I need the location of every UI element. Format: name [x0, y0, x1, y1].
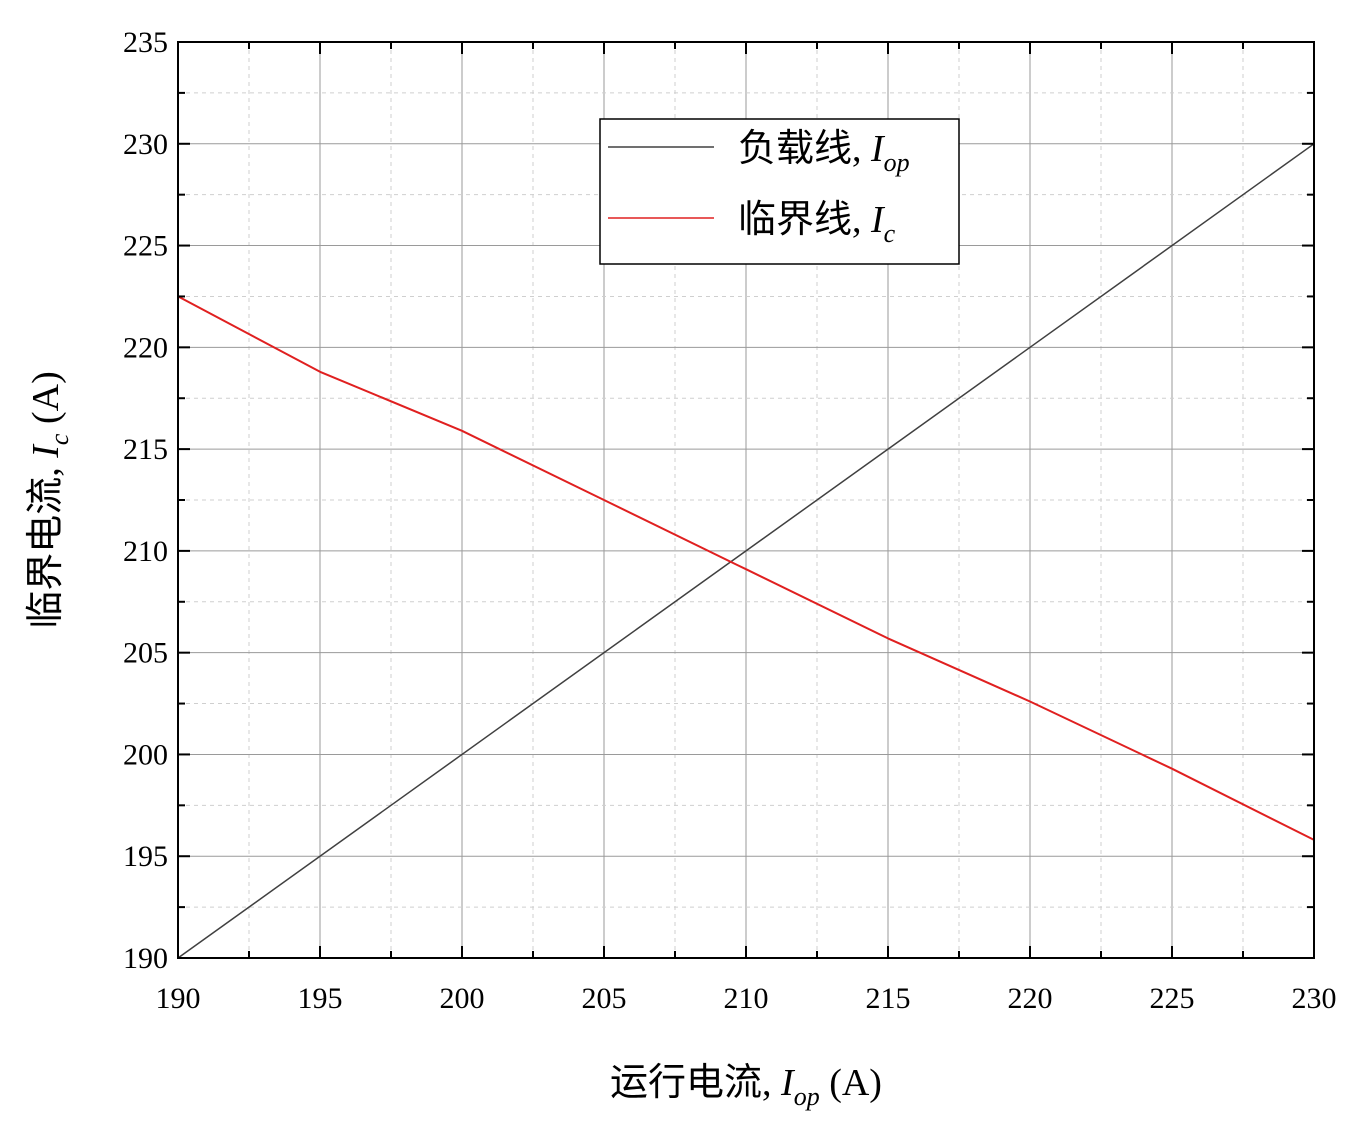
series-lines [177, 143, 1315, 959]
x-tick-label: 225 [1150, 982, 1195, 1015]
y-tick-label: 235 [123, 26, 168, 59]
y-tick-label: 210 [123, 535, 168, 568]
y-tick-labels: 190 195 200 205 210 215 220 225 230 235 [123, 26, 168, 975]
legend-box [599, 118, 960, 265]
x-tick-label: 190 [156, 982, 201, 1015]
y-axis-title: 临界电流, Ic (A) [25, 371, 74, 628]
legend-label-load-sub: op [884, 148, 910, 177]
y-tick-label: 195 [123, 840, 168, 873]
x-tick-label: 200 [440, 982, 485, 1015]
x-axis-title-prefix: 运行电流, [610, 1062, 781, 1104]
y-tick-label: 190 [123, 942, 168, 975]
legend-label-critical-sub: c [884, 219, 896, 248]
x-axis-title-suffix: (A) [820, 1062, 882, 1104]
x-axis-title-sub: op [794, 1082, 820, 1111]
x-axis-title: 运行电流, Iop (A) [610, 1062, 882, 1111]
legend: 负载线, Iop 临界线, Ic [599, 118, 960, 265]
legend-label-critical: 临界线, Ic [738, 199, 896, 248]
legend-label-load: 负载线, Iop [738, 128, 910, 177]
legend-label-critical-var: I [870, 199, 886, 241]
x-tick-label: 215 [866, 982, 911, 1015]
x-tick-labels: 190 195 200 205 210 215 220 225 230 [156, 982, 1337, 1015]
y-tick-label: 225 [123, 230, 168, 263]
x-tick-label: 205 [582, 982, 627, 1015]
y-tick-label: 230 [123, 128, 168, 161]
y-axis-title-prefix: 临界电流, [25, 458, 67, 629]
critical-line-series [177, 295, 1315, 841]
axis-ticks [177, 41, 1315, 959]
x-tick-label: 210 [724, 982, 769, 1015]
x-tick-label: 230 [1292, 982, 1337, 1015]
x-tick-label: 195 [298, 982, 343, 1015]
y-tick-label: 205 [123, 637, 168, 670]
x-tick-label: 220 [1008, 982, 1053, 1015]
y-tick-label: 200 [123, 738, 168, 771]
legend-label-critical-prefix: 临界线, [738, 199, 871, 241]
y-axis-title-suffix: (A) [25, 371, 67, 433]
y-axis-title-sub: c [45, 433, 74, 445]
x-axis-title-var: I [780, 1062, 796, 1104]
y-axis-title-var: I [25, 443, 67, 459]
legend-label-load-var: I [870, 128, 886, 170]
legend-label-load-prefix: 负载线, [738, 128, 871, 170]
load-line-series [177, 143, 1315, 959]
y-tick-label: 215 [123, 433, 168, 466]
y-tick-label: 220 [123, 331, 168, 364]
